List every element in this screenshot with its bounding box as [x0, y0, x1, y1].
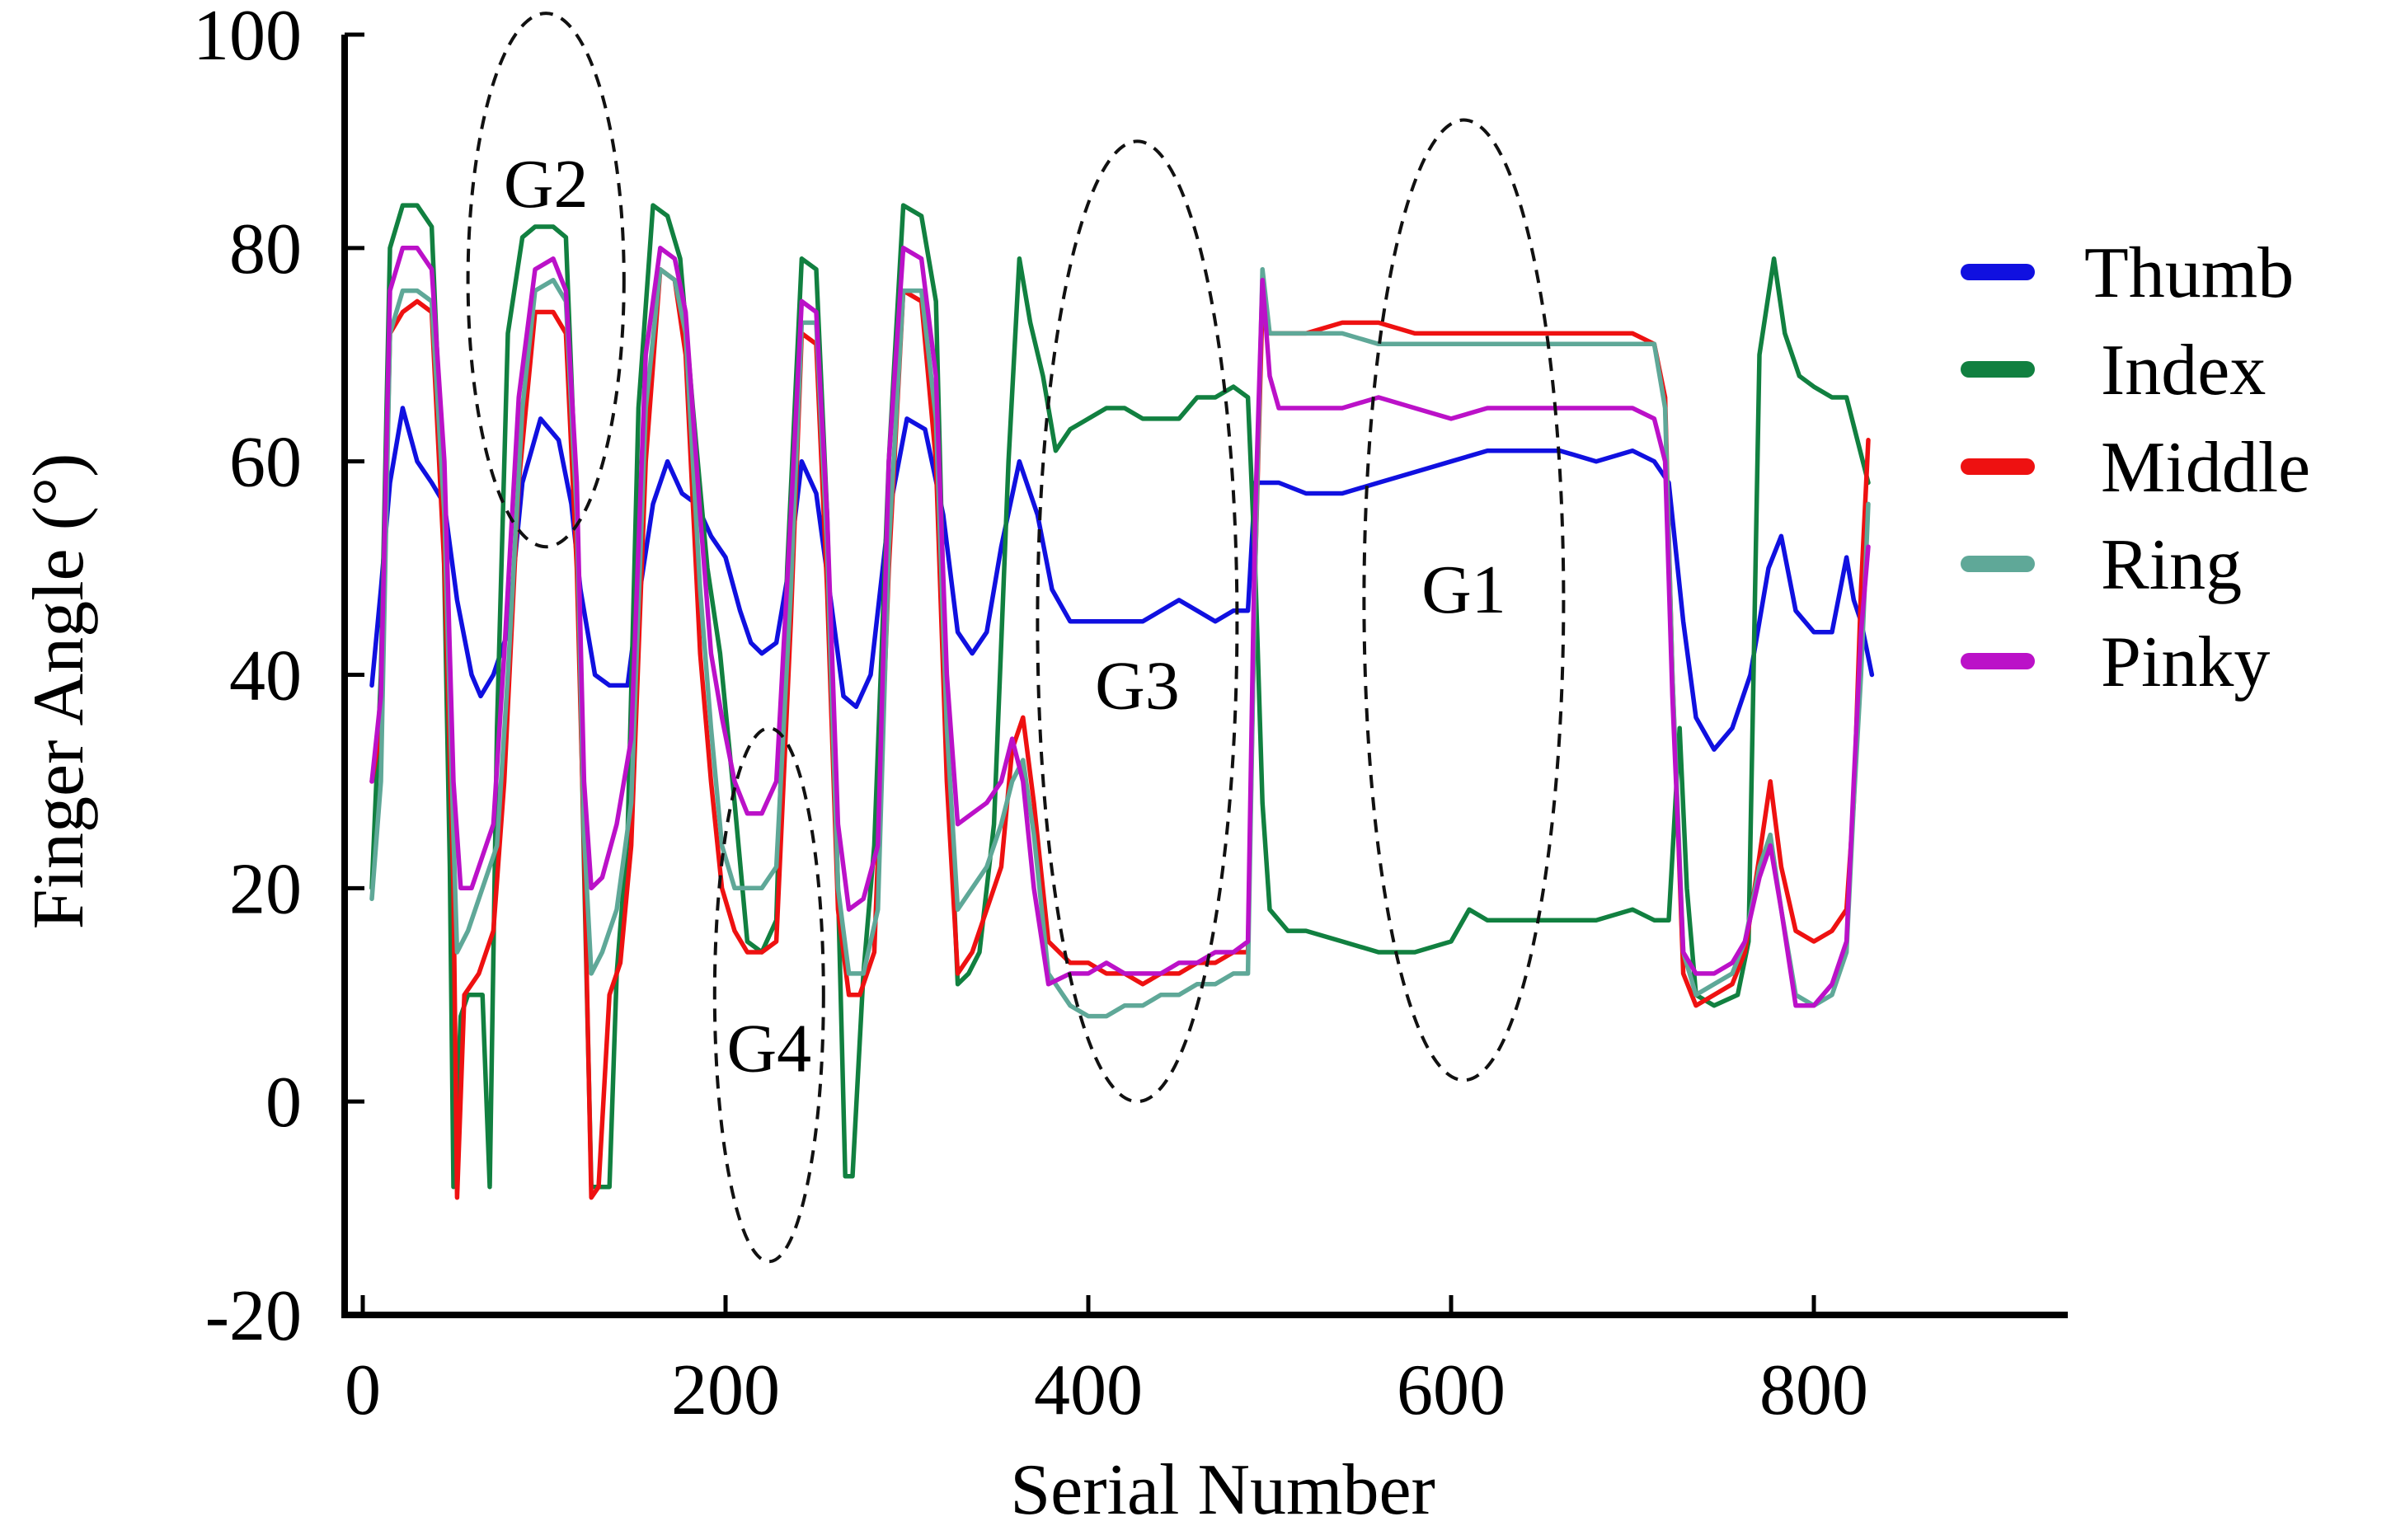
y-tick-label: 20 — [229, 849, 302, 929]
y-axis-title: Finger Angle (°) — [19, 453, 99, 930]
annotation-label-g2: G2 — [504, 146, 589, 223]
annotation-ellipse-g4 — [712, 726, 825, 1264]
annotation-label-g3: G3 — [1095, 647, 1180, 724]
legend-label-pinky: Pinky — [2101, 622, 2270, 702]
y-tick-label: 40 — [229, 636, 302, 716]
legend: Thumb Index Middle Ring Pinky — [1961, 233, 2310, 702]
plot-lines — [369, 203, 1875, 1200]
annotation-ellipse-g2 — [466, 12, 626, 549]
x-tick-label: 400 — [1034, 1350, 1143, 1430]
x-tick-label: 800 — [1759, 1350, 1868, 1430]
series-line-ring — [369, 266, 1871, 1019]
legend-label-middle: Middle — [2101, 428, 2310, 508]
x-tick-label: 200 — [671, 1350, 780, 1430]
y-tick-label: -20 — [205, 1276, 302, 1356]
series-line-thumb — [369, 406, 1875, 752]
legend-label-thumb: Thumb — [2084, 233, 2294, 313]
series-line-pinky — [369, 246, 1871, 1008]
x-tick-label: 0 — [345, 1350, 381, 1430]
annotation-label-g4: G4 — [726, 1010, 811, 1087]
x-tick-label: 600 — [1397, 1350, 1506, 1430]
x-axis-title: Serial Number — [1010, 1450, 1435, 1530]
legend-label-ring: Ring — [2101, 525, 2242, 605]
annotation-ellipse-g3 — [1036, 139, 1239, 1104]
y-tick-label: 80 — [229, 209, 302, 289]
y-tick-label: 100 — [193, 0, 302, 76]
y-tick-label: 60 — [229, 423, 302, 503]
y-tick-label: 0 — [265, 1063, 302, 1143]
legend-label-index: Index — [2101, 331, 2266, 411]
series-line-index — [369, 203, 1871, 1190]
y-ticks: -20 0 20 40 60 80 100 — [193, 0, 364, 1356]
annotations: G1 G2 G3 G4 — [466, 12, 1566, 1264]
x-ticks: 0 200 400 600 800 — [345, 1295, 1868, 1430]
annotation-label-g1: G1 — [1421, 552, 1506, 628]
annotation-ellipse-g1 — [1362, 118, 1566, 1082]
